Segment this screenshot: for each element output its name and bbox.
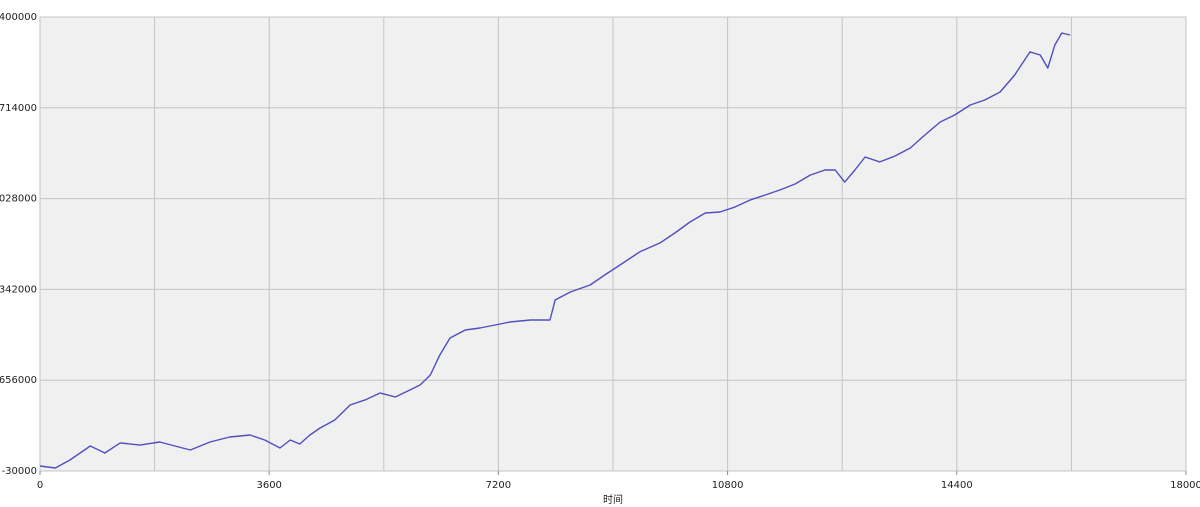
x-tick-label: 10800 (712, 480, 744, 491)
y-tick-label: 3400000 (0, 12, 37, 23)
y-tick-label: 2714000 (0, 103, 37, 114)
x-tick-label: 7200 (486, 480, 511, 491)
data-line (39, 32, 1071, 469)
y-tick-label: 2028000 (0, 194, 37, 205)
x-tick-label: 14400 (941, 480, 973, 491)
y-tick-label: 656000 (0, 375, 37, 386)
x-tick-label: 18000 (1170, 480, 1200, 491)
y-tick-label: 1342000 (0, 284, 37, 295)
y-tick-label: -30000 (2, 466, 37, 477)
x-tick-label: 3600 (256, 480, 281, 491)
x-axis-label: 时间 (603, 493, 623, 506)
x-tick-label: 0 (37, 480, 43, 491)
